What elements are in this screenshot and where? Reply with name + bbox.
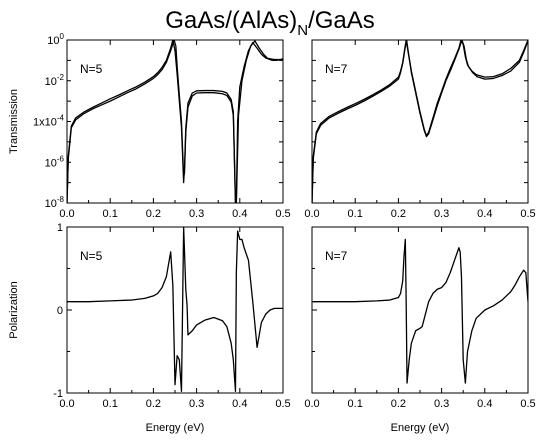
panel-tr5: 0.0 0.1 0.2 0.3 0.4 0.510010-21x10-410-610-8N… [8,32,291,220]
panel-label: N=5 [80,249,103,263]
x-tick-label: 0.0 [59,208,74,220]
x-tick-label: 0.2 [391,208,406,220]
x-tick-label: 0.0 [59,398,74,410]
y-tick-base: 10 [45,157,57,169]
x-tick-label: 0.1 [348,398,363,410]
y-tick-base: 10 [45,198,57,210]
x-tick-label: 0.3 [434,208,449,220]
y-tick-label: 10-2 [45,73,65,88]
x-tick-label: 0.3 [189,398,204,410]
chart-title-suffix: /GaAs [308,7,375,34]
x-axis-label: Energy (eV) [146,422,205,434]
panel-pol5: 0.0 0.1 0.2 0.3 0.4 0.5 1 0 -1 N=5 Polarization Ene… [8,222,291,434]
y-tick-label: -1 [53,388,63,400]
y-tick-exponent: -8 [57,195,65,204]
x-tick-label: 0.3 [434,398,449,410]
x-tick-label: 0.4 [232,398,247,410]
x-tick-label: 0.4 [477,208,492,220]
y-tick-exponent: 0 [60,32,65,41]
y-tick-base: 10 [45,76,57,88]
series-line-2 [312,40,528,203]
x-tick-label: 0.5 [520,398,535,410]
panel-tr7: 0.0 0.1 0.2 0.3 0.4 0.5 N=7 [304,39,536,220]
y-tick-label: 0 [57,305,63,317]
series-line-1 [312,238,528,384]
x-tick-label: 0.1 [103,398,118,410]
panel-label: N=7 [325,249,348,263]
x-tick-label: 0.4 [477,398,492,410]
x-tick-label: 0.3 [189,208,204,220]
y-axis-label: Transmission [8,89,20,154]
series-line-1 [67,227,283,392]
x-tick-label: 0.2 [391,398,406,410]
x-tick-label: 0.2 [146,398,161,410]
x-tick-label: 0.0 [304,208,319,220]
y-tick-label: 10-8 [45,195,65,210]
y-tick-label: 1 [57,222,63,234]
panel-pol7: 0.0 0.1 0.2 0.3 0.4 0.5 N=7 Energy (eV) [304,226,536,434]
y-tick-exponent: -2 [57,73,65,82]
x-tick-label: 0.2 [146,208,161,220]
chart-title: GaAs/(AlAs)N/GaAs [165,7,375,39]
series-line-2 [67,40,283,203]
panel-label: N=7 [325,62,348,76]
x-tick-label: 0.5 [275,208,290,220]
x-tick-label: 0.1 [348,208,363,220]
panel-label: N=5 [80,62,103,76]
y-tick-base: 1x10 [33,117,57,129]
x-tick-label: 0.0 [304,398,319,410]
x-tick-label: 0.5 [520,208,535,220]
y-tick-label: 1x10-4 [33,114,65,129]
y-axis-label: Polarization [8,281,20,338]
x-tick-label: 0.1 [103,208,118,220]
chart-title-subscript: N [297,22,308,39]
x-axis-label: Energy (eV) [391,422,450,434]
y-tick-base: 10 [47,35,59,47]
y-tick-label: 10-6 [45,154,65,169]
y-tick-label: 100 [47,32,64,47]
chart-title-main: GaAs/(AlAs) [165,7,297,34]
x-tick-label: 0.5 [275,398,290,410]
x-tick-label: 0.4 [232,208,247,220]
y-tick-exponent: -4 [57,114,65,123]
y-tick-exponent: -6 [57,154,65,163]
